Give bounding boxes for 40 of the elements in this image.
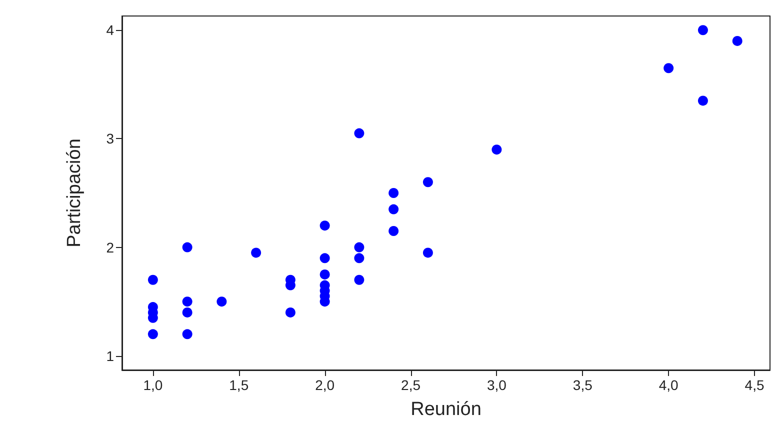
y-tick-label: 2 [106, 239, 114, 256]
y-axis-title: Participación [64, 138, 85, 248]
point [182, 307, 192, 318]
x-tick-label: 1,0 [143, 377, 163, 393]
x-tick-label: 2,0 [315, 377, 335, 393]
point [182, 242, 192, 252]
point [320, 220, 330, 231]
point [182, 329, 192, 340]
point [354, 253, 364, 264]
point [320, 253, 330, 264]
point [182, 296, 192, 307]
x-tick-label: 4,5 [744, 377, 764, 393]
point [492, 144, 502, 155]
point [698, 25, 708, 36]
x-tick-label: 2,5 [401, 377, 421, 393]
x-tick-label: 3,5 [572, 377, 593, 393]
point [251, 248, 262, 258]
x-tick-label: 3,0 [486, 377, 507, 393]
y-tick-label: 4 [106, 22, 114, 38]
point [148, 329, 158, 340]
point [354, 274, 364, 285]
y-tick-label: 3 [106, 130, 114, 147]
point [388, 226, 399, 236]
x-tick-label: 1,5 [229, 377, 249, 393]
point [422, 248, 433, 258]
point [388, 188, 399, 198]
point [354, 128, 364, 138]
point [422, 177, 433, 188]
x-tick-label: 4,0 [658, 377, 679, 393]
x-axis-title: Reunión [410, 399, 482, 420]
y-tick-label: 1 [106, 348, 114, 364]
point [388, 204, 399, 214]
point [148, 274, 158, 285]
point [664, 63, 674, 74]
point [216, 296, 227, 307]
point [285, 307, 296, 318]
point [732, 36, 742, 46]
point [698, 96, 708, 106]
point [354, 242, 364, 252]
point [320, 269, 330, 280]
